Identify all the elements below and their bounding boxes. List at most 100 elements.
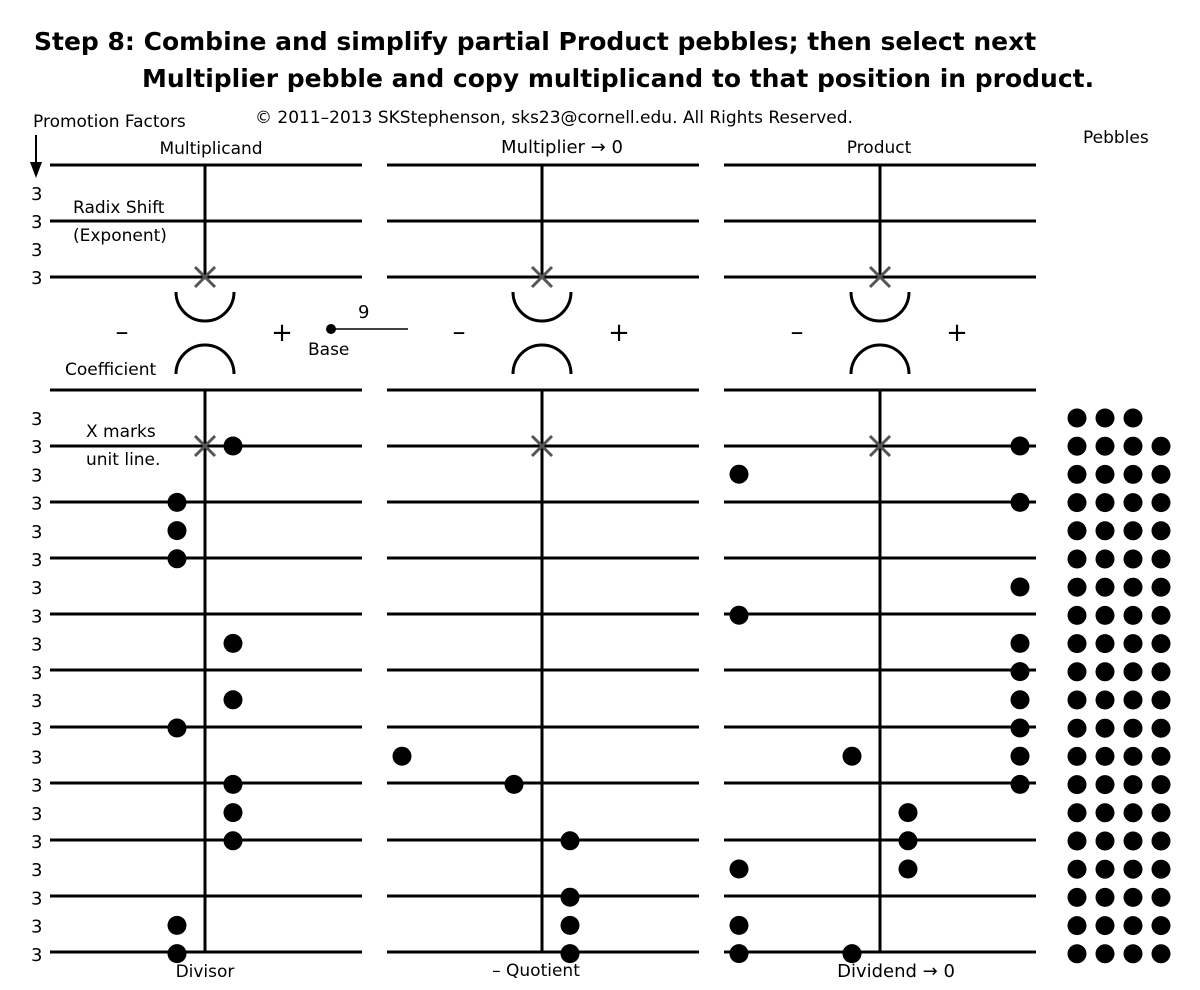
reserve-pebble[interactable]: [1151, 859, 1171, 879]
reserve-pebble[interactable]: [1151, 577, 1171, 597]
reserve-pebble[interactable]: [1067, 408, 1087, 428]
reserve-pebble[interactable]: [1067, 690, 1087, 710]
reserve-pebble[interactable]: [1095, 944, 1115, 964]
reserve-pebble[interactable]: [1067, 493, 1087, 513]
reserve-pebble[interactable]: [1123, 549, 1143, 569]
reserve-pebble[interactable]: [1151, 775, 1171, 795]
reserve-pebble[interactable]: [1151, 662, 1171, 682]
reserve-pebble[interactable]: [1123, 859, 1143, 879]
reserve-pebble[interactable]: [1151, 493, 1171, 513]
reserve-pebble[interactable]: [1095, 803, 1115, 823]
reserve-pebble[interactable]: [1095, 718, 1115, 738]
reserve-pebble[interactable]: [1151, 831, 1171, 851]
pebble[interactable]: [223, 803, 243, 823]
reserve-pebble[interactable]: [1123, 464, 1143, 484]
reserve-pebble[interactable]: [1095, 408, 1115, 428]
pebble[interactable]: [167, 944, 187, 964]
reserve-pebble[interactable]: [1123, 521, 1143, 541]
pebble[interactable]: [223, 436, 243, 456]
pebble[interactable]: [167, 549, 187, 569]
reserve-pebble[interactable]: [1151, 464, 1171, 484]
reserve-pebble[interactable]: [1067, 916, 1087, 936]
reserve-pebble[interactable]: [1151, 521, 1171, 541]
reserve-pebble[interactable]: [1095, 605, 1115, 625]
reserve-pebble[interactable]: [1095, 831, 1115, 851]
reserve-pebble[interactable]: [1123, 662, 1143, 682]
reserve-pebble[interactable]: [1151, 690, 1171, 710]
reserve-pebble[interactable]: [1123, 408, 1143, 428]
reserve-pebble[interactable]: [1095, 493, 1115, 513]
reserve-pebble[interactable]: [1151, 634, 1171, 654]
pebble[interactable]: [1010, 436, 1030, 456]
pebble[interactable]: [729, 915, 749, 935]
pebble[interactable]: [167, 492, 187, 512]
reserve-pebble[interactable]: [1067, 746, 1087, 766]
reserve-pebble[interactable]: [1123, 493, 1143, 513]
reserve-pebble[interactable]: [1151, 549, 1171, 569]
pebble[interactable]: [1010, 577, 1030, 597]
pebble[interactable]: [729, 605, 749, 625]
pebble[interactable]: [560, 915, 580, 935]
pebble[interactable]: [560, 887, 580, 907]
reserve-pebble[interactable]: [1123, 944, 1143, 964]
reserve-pebble[interactable]: [1123, 690, 1143, 710]
reserve-pebble[interactable]: [1067, 464, 1087, 484]
pebble[interactable]: [1010, 690, 1030, 710]
pebble[interactable]: [223, 633, 243, 653]
reserve-pebble[interactable]: [1151, 944, 1171, 964]
pebble[interactable]: [167, 718, 187, 738]
pebble[interactable]: [729, 859, 749, 879]
reserve-pebble[interactable]: [1067, 859, 1087, 879]
reserve-pebble[interactable]: [1123, 831, 1143, 851]
reserve-pebble[interactable]: [1095, 859, 1115, 879]
reserve-pebble[interactable]: [1095, 887, 1115, 907]
pebble[interactable]: [392, 746, 412, 766]
pebble[interactable]: [223, 774, 243, 794]
reserve-pebble[interactable]: [1151, 887, 1171, 907]
reserve-pebble[interactable]: [1067, 831, 1087, 851]
pebble[interactable]: [560, 944, 580, 964]
reserve-pebble[interactable]: [1095, 690, 1115, 710]
reserve-pebble[interactable]: [1067, 549, 1087, 569]
reserve-pebble[interactable]: [1123, 775, 1143, 795]
pebble[interactable]: [223, 831, 243, 851]
reserve-pebble[interactable]: [1095, 549, 1115, 569]
reserve-pebble[interactable]: [1067, 605, 1087, 625]
reserve-pebble[interactable]: [1067, 803, 1087, 823]
reserve-pebble[interactable]: [1123, 577, 1143, 597]
reserve-pebble[interactable]: [1095, 521, 1115, 541]
reserve-pebble[interactable]: [1123, 746, 1143, 766]
pebble[interactable]: [560, 831, 580, 851]
reserve-pebble[interactable]: [1123, 634, 1143, 654]
reserve-pebble[interactable]: [1067, 577, 1087, 597]
pebble[interactable]: [1010, 492, 1030, 512]
reserve-pebble[interactable]: [1067, 634, 1087, 654]
pebble[interactable]: [1010, 662, 1030, 682]
reserve-pebble[interactable]: [1095, 577, 1115, 597]
reserve-pebble[interactable]: [1067, 521, 1087, 541]
reserve-pebble[interactable]: [1067, 775, 1087, 795]
reserve-pebble[interactable]: [1095, 746, 1115, 766]
pebble[interactable]: [898, 859, 918, 879]
reserve-pebble[interactable]: [1067, 662, 1087, 682]
reserve-pebble[interactable]: [1151, 436, 1171, 456]
reserve-pebble[interactable]: [1095, 436, 1115, 456]
reserve-pebble[interactable]: [1151, 605, 1171, 625]
reserve-pebble[interactable]: [1123, 887, 1143, 907]
pebble[interactable]: [842, 746, 862, 766]
pebble[interactable]: [1010, 746, 1030, 766]
pebble[interactable]: [729, 944, 749, 964]
reserve-pebble[interactable]: [1123, 436, 1143, 456]
reserve-pebble[interactable]: [1095, 464, 1115, 484]
reserve-pebble[interactable]: [1067, 944, 1087, 964]
reserve-pebble[interactable]: [1095, 916, 1115, 936]
reserve-pebble[interactable]: [1151, 746, 1171, 766]
reserve-pebble[interactable]: [1067, 887, 1087, 907]
reserve-pebble[interactable]: [1123, 718, 1143, 738]
pebble[interactable]: [167, 521, 187, 541]
reserve-pebble[interactable]: [1123, 605, 1143, 625]
reserve-pebble[interactable]: [1151, 803, 1171, 823]
pebble[interactable]: [898, 831, 918, 851]
pebble[interactable]: [1010, 718, 1030, 738]
pebble[interactable]: [842, 944, 862, 964]
